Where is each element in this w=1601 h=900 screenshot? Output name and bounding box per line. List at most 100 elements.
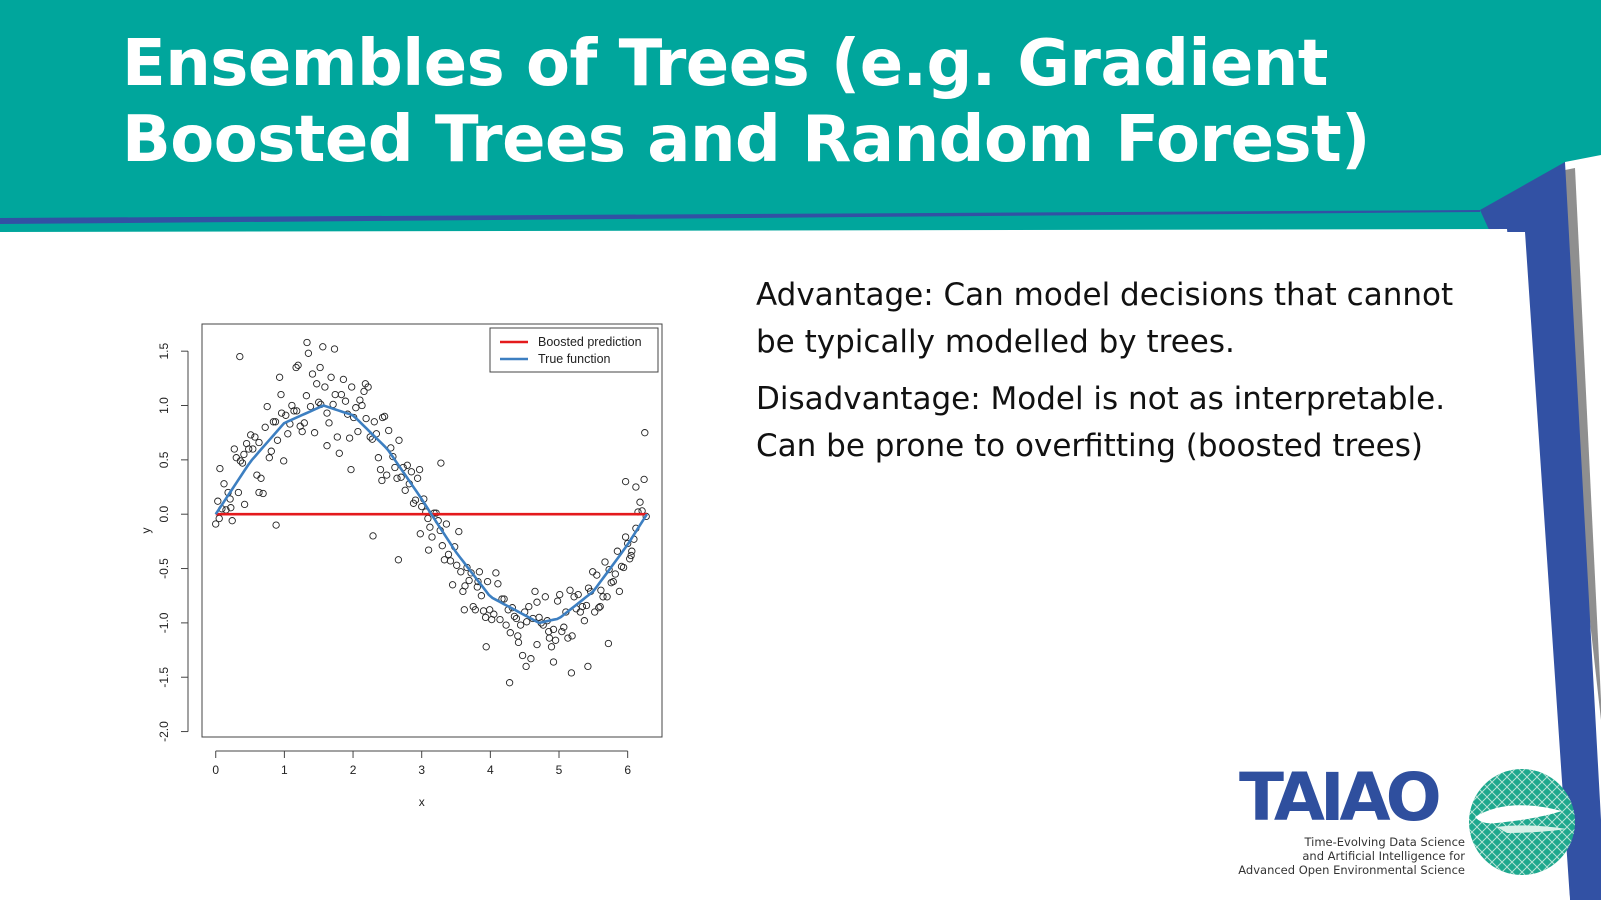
- teal-header: [0, 0, 1601, 218]
- scatter-point: [553, 597, 562, 605]
- scatter-point: [337, 390, 346, 399]
- scatter-point: [467, 569, 475, 577]
- scatter-point: [323, 442, 331, 450]
- scatter-point: [437, 459, 445, 467]
- scatter-point: [251, 433, 259, 441]
- scatter-point: [385, 426, 393, 435]
- scatter-point: [523, 618, 531, 626]
- line-true-function: [214, 404, 648, 625]
- scatter-point: [240, 450, 248, 459]
- scatter-point: [216, 464, 224, 473]
- scatter-point: [589, 568, 597, 576]
- scatter-point: [615, 587, 624, 596]
- scatter-point: [378, 476, 386, 485]
- scatter-point: [560, 623, 568, 631]
- scatter-point: [547, 643, 556, 651]
- scatter-point: [624, 539, 632, 548]
- scatter-point: [341, 397, 350, 405]
- scatter-point: [238, 459, 247, 467]
- scatter-point: [273, 436, 282, 444]
- scatter-point: [541, 593, 549, 601]
- scatter-point: [545, 627, 553, 636]
- legend-label: Boosted prediction: [538, 335, 642, 349]
- scatter-point: [428, 533, 436, 541]
- scatter-point: [333, 433, 341, 441]
- scatter-point: [240, 500, 249, 509]
- scatter-point: [300, 419, 308, 427]
- scatter-point: [463, 563, 471, 572]
- text-block: Advantage: Can model decisions that cann…: [756, 272, 1456, 480]
- scatter-point: [426, 523, 434, 531]
- y-tick-label: -1.0: [157, 612, 171, 633]
- scatter-point: [249, 445, 257, 453]
- scatter-point: [360, 387, 368, 396]
- scatter-point: [492, 569, 500, 577]
- scatter-point: [263, 402, 271, 411]
- advantage-text: Advantage: Can model decisions that cann…: [756, 277, 1454, 360]
- scatter-point: [304, 349, 313, 357]
- globe-icon: [1469, 769, 1575, 875]
- scatter-point: [253, 471, 261, 479]
- scatter-point: [277, 390, 285, 399]
- scatter-point: [527, 655, 535, 663]
- scatter-point: [378, 413, 387, 422]
- scatter-point: [302, 392, 311, 400]
- x-tick-label: 1: [281, 763, 288, 777]
- scatter-point: [591, 608, 599, 616]
- scatter-point: [461, 582, 469, 590]
- scatter-point: [313, 380, 321, 388]
- scatter-point: [453, 561, 461, 569]
- scatter-point: [601, 558, 609, 566]
- scatter-point: [215, 514, 223, 523]
- x-tick-label: 2: [350, 763, 357, 777]
- scatter-point: [473, 583, 481, 591]
- scatter-point: [389, 452, 397, 461]
- chart-legend: Boosted prediction True function: [489, 327, 659, 373]
- scatter-point: [582, 601, 591, 610]
- scatter-point: [308, 370, 317, 378]
- logo-wordmark: TAIAO: [1239, 759, 1442, 836]
- scatter-point: [609, 577, 617, 586]
- scatter-point: [479, 607, 488, 615]
- chart-axes: 0 1 2 3 4 5 6 x -2.0 -1.5 -1.0 -0.5 0.0 0.5 1.0 1.5 y: [140, 323, 663, 809]
- scatter-point: [401, 486, 409, 494]
- logo-tagline-line: and Artificial Intelligence for: [1302, 849, 1465, 863]
- scatter-point: [424, 546, 433, 554]
- y-axis-label: y: [140, 528, 153, 534]
- scatter-point: [604, 639, 613, 648]
- scatter-point: [512, 614, 521, 623]
- x-axis-label: x: [419, 795, 425, 809]
- scatter-point: [352, 404, 360, 412]
- scatter-point: [418, 502, 426, 511]
- scatter-point: [269, 418, 278, 426]
- scatter-point: [570, 593, 578, 601]
- scatter-point: [640, 475, 648, 484]
- scatter-point: [455, 527, 463, 536]
- scatter-point: [391, 463, 399, 472]
- scatter-point: [393, 474, 401, 482]
- scatter-point: [486, 606, 494, 614]
- scatter-point: [282, 411, 290, 419]
- scatter-point: [220, 480, 228, 488]
- scatter-point: [228, 517, 236, 525]
- scatter-point: [474, 577, 482, 586]
- white-content-area: [0, 229, 1570, 900]
- scatter-point: [325, 419, 333, 427]
- scatter-point: [306, 402, 315, 411]
- scatter-point: [477, 592, 486, 600]
- scatter-point: [525, 602, 533, 611]
- scatter-point: [330, 345, 339, 353]
- scatter-point: [627, 551, 635, 560]
- scatter-point: [247, 431, 255, 439]
- scatter-point: [232, 454, 240, 462]
- scatter-point: [500, 595, 508, 603]
- scatter-point: [370, 418, 378, 426]
- y-tick-label: -0.5: [157, 558, 171, 579]
- scatter-point: [636, 498, 644, 506]
- scatter-point: [533, 598, 541, 606]
- scatter-point: [316, 363, 324, 372]
- scatter-point: [369, 532, 377, 540]
- scatter-point: [621, 477, 630, 486]
- scatter-point: [376, 465, 385, 474]
